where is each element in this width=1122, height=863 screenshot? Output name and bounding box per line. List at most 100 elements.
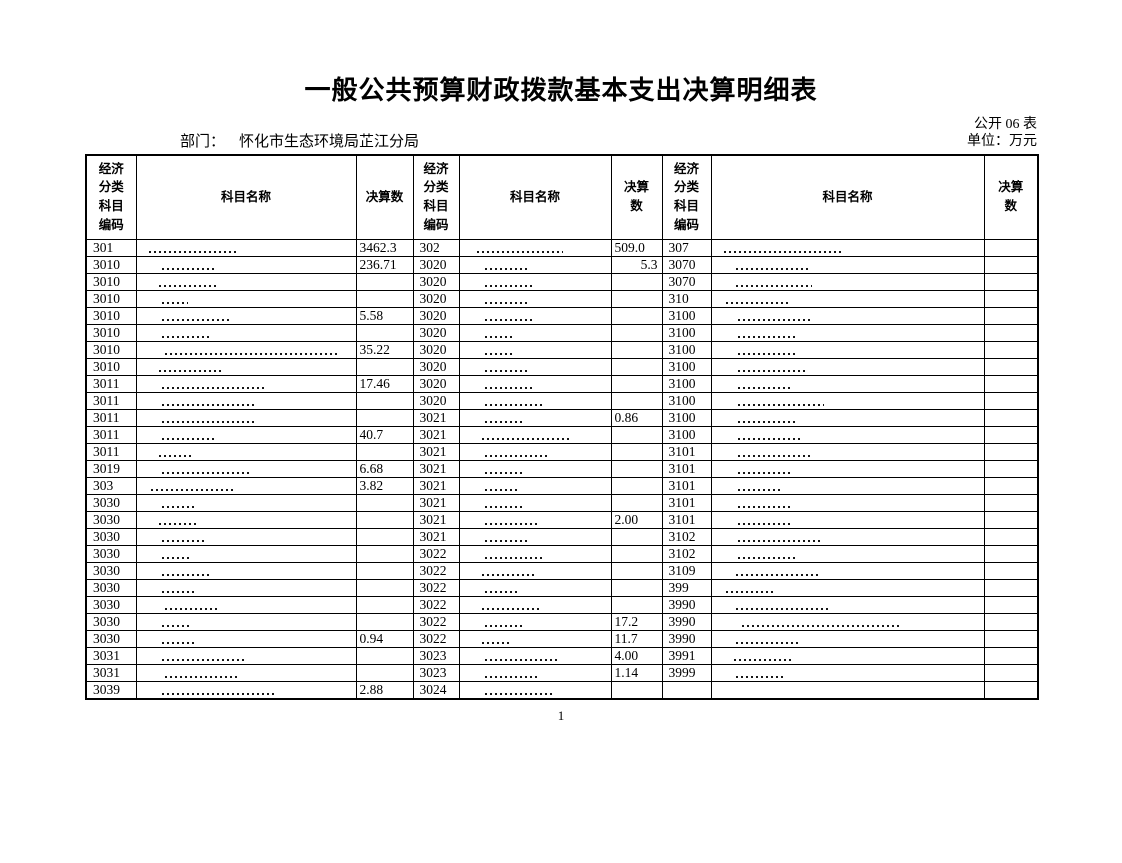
subject-name-cell: [135, 340, 357, 359]
value-cell: [983, 289, 1039, 308]
value-cell: 0.94: [355, 629, 414, 648]
subject-name-cell: [710, 306, 985, 325]
illegible-text-marks: [737, 505, 790, 508]
value-cell: [355, 272, 414, 291]
illegible-text-marks: [161, 403, 257, 406]
economic-code-cell: 3020: [412, 323, 460, 342]
value-cell: [355, 391, 414, 410]
subject-name-cell: [135, 476, 357, 495]
illegible-text-marks: [737, 318, 812, 321]
economic-code-cell: 3010: [85, 255, 137, 274]
value-cell: [983, 442, 1039, 461]
subject-name-cell: [458, 289, 612, 308]
subject-name-cell: [458, 408, 612, 427]
economic-code-cell: 3070: [661, 255, 712, 274]
header-subject-name-3: 科目名称: [710, 154, 985, 240]
table-row: 3011 17.46 3020 3100: [85, 374, 1039, 393]
economic-code-cell: 3022: [412, 595, 460, 614]
value-cell: 0.86: [610, 408, 663, 427]
illegible-text-marks: [484, 267, 530, 270]
economic-code-cell: 3990: [661, 612, 712, 631]
header-value-3: 决算 数: [983, 154, 1039, 240]
budget-detail-table: 经济分类科目编码 科目名称 决算数 经济分类科目编码 科目名称 决算 数 经济分…: [85, 153, 1039, 700]
economic-code-cell: 301: [85, 238, 137, 257]
illegible-text-marks: [158, 369, 221, 372]
value-cell: [355, 595, 414, 614]
value-cell: [610, 306, 663, 325]
economic-code-cell: 3030: [85, 527, 137, 546]
subject-name-cell: [710, 629, 985, 648]
illegible-text-marks: [723, 250, 844, 253]
value-cell: [355, 527, 414, 546]
subject-name-cell: [710, 289, 985, 308]
subject-name-cell: [458, 255, 612, 274]
table-row: 3010 3020 3100: [85, 323, 1039, 342]
subject-name-cell: [710, 544, 985, 563]
economic-code-cell: 3102: [661, 544, 712, 563]
economic-code-cell: 3109: [661, 561, 712, 580]
value-cell: [983, 612, 1039, 631]
illegible-text-marks: [737, 454, 810, 457]
subject-name-cell: [458, 612, 612, 631]
economic-code-cell: 3011: [85, 374, 137, 393]
subject-name-cell: [135, 272, 357, 291]
subject-name-cell: [135, 578, 357, 597]
header-subject-name-2: 科目名称: [458, 154, 612, 240]
table-row: 3019 6.68 3021 3101: [85, 459, 1039, 478]
value-cell: 11.7: [610, 629, 663, 648]
subject-name-cell: [458, 374, 612, 393]
value-cell: 6.68: [355, 459, 414, 478]
value-cell: [983, 357, 1039, 376]
economic-code-cell: 399: [661, 578, 712, 597]
table-row: 3031 3023 4.00 3991: [85, 646, 1039, 665]
economic-code-cell: 3030: [85, 510, 137, 529]
header-value-1: 决算数: [355, 154, 414, 240]
subject-name-cell: [710, 459, 985, 478]
subject-name-cell: [135, 544, 357, 563]
illegible-text-marks: [725, 301, 790, 304]
illegible-text-marks: [476, 250, 563, 253]
economic-code-cell: 3022: [412, 629, 460, 648]
illegible-text-marks: [161, 505, 194, 508]
subject-name-cell: [710, 391, 985, 410]
economic-code-cell: 302: [412, 238, 460, 257]
illegible-text-marks: [161, 590, 194, 593]
economic-code-cell: 3020: [412, 306, 460, 325]
economic-code-cell: 3020: [412, 374, 460, 393]
subject-name-cell: [135, 459, 357, 478]
value-cell: [983, 272, 1039, 291]
value-cell: [355, 646, 414, 665]
illegible-text-marks: [484, 624, 525, 627]
value-cell: 3462.3: [355, 238, 414, 257]
value-cell: [983, 578, 1039, 597]
subject-name-cell: [458, 340, 612, 359]
economic-code-cell: 3100: [661, 357, 712, 376]
illegible-text-marks: [484, 471, 523, 474]
illegible-text-marks: [484, 335, 515, 338]
value-cell: [355, 561, 414, 580]
table-row: 3030 3022 399: [85, 578, 1039, 597]
page-title: 一般公共预算财政拨款基本支出决算明细表: [304, 75, 818, 105]
table-row: 3010 35.22 3020 3100: [85, 340, 1039, 359]
table-row: 3030 3021 3101: [85, 493, 1039, 512]
economic-code-cell: 3022: [412, 578, 460, 597]
subject-name-cell: [710, 510, 985, 529]
illegible-text-marks: [481, 641, 512, 644]
table-row: 3010 5.58 3020 3100: [85, 306, 1039, 325]
table-row: 3030 3022 3109: [85, 561, 1039, 580]
economic-code-cell: 3030: [85, 578, 137, 597]
economic-code-cell: 3022: [412, 612, 460, 631]
subject-name-cell: [458, 425, 612, 444]
economic-code-cell: 307: [661, 238, 712, 257]
subject-name-cell: [135, 527, 357, 546]
economic-code-cell: 3101: [661, 510, 712, 529]
value-cell: [983, 561, 1039, 580]
subject-name-cell: [458, 323, 612, 342]
value-cell: [610, 442, 663, 461]
economic-code-cell: 3102: [661, 527, 712, 546]
value-cell: [983, 238, 1039, 257]
table-row: 3030 3022 3102: [85, 544, 1039, 563]
economic-code-cell: 3991: [661, 646, 712, 665]
value-cell: 2.00: [610, 510, 663, 529]
economic-code-cell: 3030: [85, 595, 137, 614]
